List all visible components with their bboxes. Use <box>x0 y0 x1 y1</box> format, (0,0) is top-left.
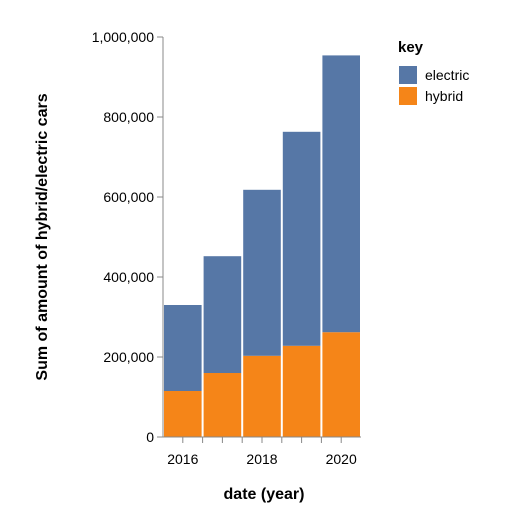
bar-hybrid-2017 <box>203 373 242 437</box>
bar-hybrid-2018 <box>243 355 281 437</box>
x-tick-label: 2018 <box>246 451 277 467</box>
bar-hybrid-2016 <box>164 391 202 437</box>
x-axis-title: date (year) <box>224 486 305 503</box>
y-tick-label: 1,000,000 <box>92 29 154 45</box>
bars-layer <box>164 55 360 437</box>
y-tick-label: 800,000 <box>103 109 154 125</box>
y-tick-label: 0 <box>146 429 154 445</box>
legend-title: key <box>398 39 424 56</box>
bar-electric-2018 <box>243 189 281 356</box>
y-tick-label: 600,000 <box>103 189 154 205</box>
y-axis-title: Sum of amount of hybrid/electric cars <box>34 93 51 380</box>
legend: key electric hybrid <box>398 39 469 105</box>
bar-hybrid-2020 <box>322 332 360 437</box>
x-tick-label: 2016 <box>167 451 198 467</box>
bar-hybrid-2019 <box>282 345 321 437</box>
bar-electric-2020 <box>322 55 360 333</box>
bar-electric-2016 <box>164 305 202 391</box>
legend-label-hybrid: hybrid <box>425 88 463 104</box>
legend-swatch-hybrid <box>399 87 417 105</box>
y-tick-label: 400,000 <box>103 269 154 285</box>
axes-layer: 0 200,000 400,000 600,000 800,000 1,000,000 20… <box>92 29 361 467</box>
bar-electric-2017 <box>203 256 242 373</box>
legend-swatch-electric <box>399 66 417 84</box>
y-tick-label: 200,000 <box>103 349 154 365</box>
x-tick-label: 2020 <box>326 451 357 467</box>
bar-electric-2019 <box>282 131 321 346</box>
legend-label-electric: electric <box>425 67 469 83</box>
